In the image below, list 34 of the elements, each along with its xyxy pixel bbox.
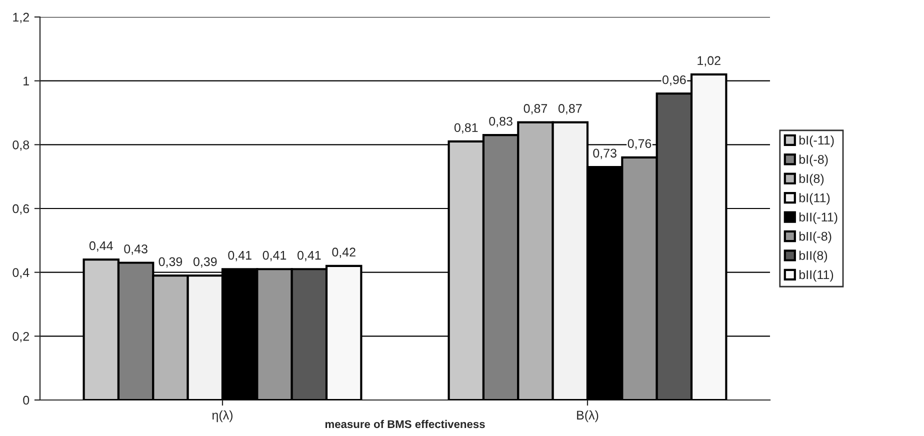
legend-label: bI(8) [799, 174, 824, 186]
data-label: 0,81 [454, 123, 478, 134]
y-tick-label: 0,6 [12, 204, 30, 215]
legend-label: bII(-11) [799, 212, 838, 224]
data-label: 0,41 [228, 250, 252, 262]
data-label: 0,87 [558, 104, 582, 114]
legend-label: bII(8) [799, 250, 828, 262]
data-label: 0,43 [124, 244, 148, 255]
data-label: 0,41 [262, 250, 286, 262]
y-tick-label: 1 [24, 76, 29, 86]
y-tick-label: 0 [23, 396, 30, 405]
data-label: 0,87 [524, 104, 548, 114]
legend-label: bI(-11) [799, 135, 834, 148]
data-label: 0,39 [158, 257, 182, 268]
data-label: 0,42 [332, 248, 356, 258]
data-label: 0,44 [89, 241, 113, 252]
data-label: 0,83 [489, 116, 512, 128]
y-tick-label: 1,2 [13, 12, 29, 24]
y-tick-label: 0,2 [12, 332, 29, 342]
data-label: 0,41 [298, 250, 321, 262]
data-label: 0,73 [593, 148, 616, 160]
data-label: 0,96 [662, 75, 686, 86]
legend-label: bII(11) [799, 270, 834, 282]
y-tick-label: 0,4 [12, 268, 30, 278]
data-label: 1,02 [698, 56, 720, 67]
x-tick-label: B(λ) [577, 410, 598, 422]
y-tick-label: 0,8 [12, 140, 30, 151]
x-tick-label: η(λ) [212, 410, 232, 422]
x-axis-title: measure of BMS effectiveness [325, 420, 485, 428]
legend-label: bI(11) [799, 193, 830, 205]
legend-label: bI(-8) [799, 154, 828, 166]
data-label: 0,76 [628, 139, 652, 150]
legend-label: bII(-8) [799, 232, 832, 244]
data-label: 0,39 [193, 257, 217, 268]
